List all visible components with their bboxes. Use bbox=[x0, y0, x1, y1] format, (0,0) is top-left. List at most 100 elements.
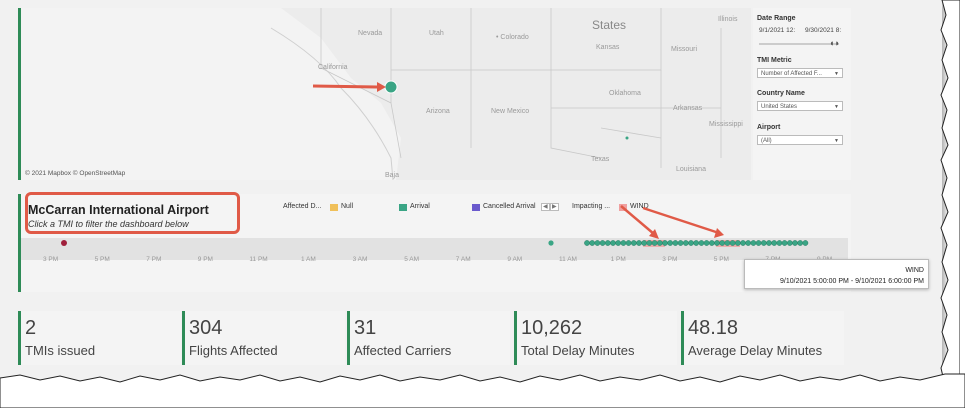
arrival-dot[interactable] bbox=[693, 240, 700, 246]
tooltip-range: 9/10/2021 5:00:00 PM - 9/10/2021 6:00:00… bbox=[780, 278, 924, 285]
arrival-dot[interactable] bbox=[599, 240, 606, 246]
arrival-dot[interactable] bbox=[667, 240, 674, 246]
arrival-dot[interactable] bbox=[604, 240, 611, 246]
arrival-dot[interactable] bbox=[646, 240, 653, 246]
arrival-dot[interactable] bbox=[672, 240, 679, 246]
legend-cancelled-arrival[interactable]: Cancelled Arrival bbox=[483, 203, 536, 210]
date-range-slider[interactable] bbox=[759, 43, 839, 45]
torn-edge-right bbox=[940, 0, 960, 390]
wind-tooltip: WIND 9/10/2021 5:00:00 PM - 9/10/2021 6:… bbox=[744, 259, 929, 289]
kpi-card-average-delay: 48.18 Average Delay Minutes bbox=[681, 311, 844, 365]
annotation-arrow bbox=[642, 206, 720, 235]
arrival-dot[interactable] bbox=[760, 240, 767, 246]
arrival-dot[interactable] bbox=[724, 240, 731, 246]
date-range-end[interactable]: 9/30/2021 8: bbox=[805, 27, 842, 34]
arrival-dot[interactable] bbox=[625, 240, 632, 246]
timeline-instruction: Click a TMI to filter the dashboard belo… bbox=[28, 219, 189, 229]
legend-wind[interactable]: WIND bbox=[630, 203, 649, 210]
airport-title-highlight bbox=[25, 192, 240, 234]
airport-label: Airport bbox=[757, 124, 781, 131]
arrival-dot[interactable] bbox=[708, 240, 715, 246]
arrival-dot[interactable] bbox=[755, 240, 762, 246]
date-range-start[interactable]: 9/1/2021 12: bbox=[759, 27, 796, 34]
tmi-metric-select[interactable]: Number of Affected F... ▼ bbox=[757, 68, 843, 78]
kpi-label: Affected Carriers bbox=[354, 343, 452, 358]
arrival-dot[interactable] bbox=[620, 240, 627, 246]
date-range-label: Date Range bbox=[757, 15, 796, 22]
arrival-dot[interactable] bbox=[651, 240, 658, 246]
date-range-slider-handle[interactable]: ◖◗ bbox=[829, 38, 840, 48]
timeline-tick-label: 9 PM bbox=[197, 256, 213, 263]
arrival-dot[interactable] bbox=[745, 240, 752, 246]
legend-swatch-arrival[interactable] bbox=[399, 204, 407, 211]
kpi-card-tmis: 2 TMIs issued bbox=[18, 311, 181, 365]
arrival-dot[interactable] bbox=[734, 240, 741, 246]
tmi-metric-value: Number of Affected F... bbox=[761, 71, 822, 77]
timeline-event-dot[interactable] bbox=[61, 240, 67, 246]
airport-dot[interactable] bbox=[625, 136, 629, 140]
arrival-dot[interactable] bbox=[698, 240, 705, 246]
arrival-dot[interactable] bbox=[750, 240, 757, 246]
timeline-marks[interactable] bbox=[21, 194, 851, 292]
arrival-dot[interactable] bbox=[584, 240, 590, 246]
kpi-value: 48.18 bbox=[688, 317, 739, 339]
timeline-tick-label: 7 PM bbox=[146, 256, 162, 263]
airport-marker[interactable] bbox=[384, 80, 398, 94]
map-label-united-states: States bbox=[592, 18, 627, 32]
legend-next-icon[interactable]: ▶ bbox=[550, 203, 559, 211]
arrival-dot[interactable] bbox=[677, 240, 684, 246]
arrival-dot[interactable] bbox=[630, 240, 637, 246]
arrival-dots[interactable] bbox=[584, 240, 809, 246]
timeline-tick-label: 9 AM bbox=[507, 256, 523, 263]
arrival-dot[interactable] bbox=[766, 240, 772, 246]
timeline-event-dot[interactable] bbox=[548, 240, 554, 246]
arrival-dot[interactable] bbox=[792, 240, 798, 246]
legend-arrival[interactable]: Arrival bbox=[410, 203, 430, 210]
arrival-dot[interactable] bbox=[729, 240, 736, 246]
map-attribution[interactable]: © 2021 Mapbox © OpenStreetMap bbox=[25, 170, 126, 177]
arrival-dot[interactable] bbox=[594, 240, 601, 246]
arrival-dot[interactable] bbox=[797, 240, 804, 246]
arrival-dot[interactable] bbox=[688, 240, 694, 246]
timeline-tick-label: 11 PM bbox=[249, 256, 268, 263]
arrival-dot[interactable] bbox=[682, 240, 689, 246]
arrival-dot[interactable] bbox=[786, 240, 793, 246]
arrival-dot[interactable] bbox=[719, 240, 726, 246]
legend-prev-icon[interactable]: ◀ bbox=[541, 203, 550, 211]
arrival-dot[interactable] bbox=[589, 240, 596, 246]
timeline-tick-label: 3 AM bbox=[352, 256, 368, 263]
kpi-card-total-delay: 10,262 Total Delay Minutes bbox=[514, 311, 677, 365]
arrival-dot[interactable] bbox=[703, 240, 710, 246]
map-label-new-mexico: New Mexico bbox=[491, 108, 530, 115]
legend-null[interactable]: Null bbox=[341, 203, 354, 210]
torn-edge-bottom bbox=[0, 373, 965, 408]
arrival-dot[interactable] bbox=[641, 240, 648, 246]
arrival-dot[interactable] bbox=[714, 240, 720, 246]
map-label-nevada: Nevada bbox=[358, 30, 383, 37]
kpi-value: 10,262 bbox=[521, 317, 583, 339]
country-name-value: United States bbox=[761, 104, 798, 110]
arrival-dot[interactable] bbox=[771, 240, 778, 246]
arrival-dot[interactable] bbox=[615, 240, 622, 246]
kpi-value: 304 bbox=[189, 317, 223, 339]
airport-name: McCarran International Airport bbox=[28, 203, 209, 217]
arrival-dot[interactable] bbox=[740, 240, 746, 246]
tmi-timeline-panel: McCarran International Airport Click a T… bbox=[18, 192, 851, 292]
arrival-dot[interactable] bbox=[636, 240, 642, 246]
map-label-arkansas: Arkansas bbox=[673, 105, 703, 112]
arrival-dot[interactable] bbox=[656, 240, 663, 246]
arrival-dot[interactable] bbox=[781, 240, 788, 246]
country-name-select[interactable]: United States ▼ bbox=[757, 101, 843, 111]
arrival-dot[interactable] bbox=[662, 240, 668, 246]
kpi-label: Average Delay Minutes bbox=[688, 343, 823, 358]
legend-swatch-null[interactable] bbox=[330, 204, 338, 211]
arrival-dot[interactable] bbox=[610, 240, 616, 246]
airport-select[interactable]: (All) ▼ bbox=[757, 135, 843, 145]
arrival-dot[interactable] bbox=[776, 240, 783, 246]
map-label-missouri: Missouri bbox=[671, 46, 698, 53]
map-panel[interactable]: States Nevada Utah • Colorado Kansas Mis… bbox=[18, 8, 751, 180]
legend-swatch-cancelled[interactable] bbox=[472, 204, 480, 211]
map-label-texas: Texas bbox=[591, 156, 610, 163]
kpi-value: 2 bbox=[25, 317, 37, 339]
arrival-dot[interactable] bbox=[802, 240, 809, 246]
